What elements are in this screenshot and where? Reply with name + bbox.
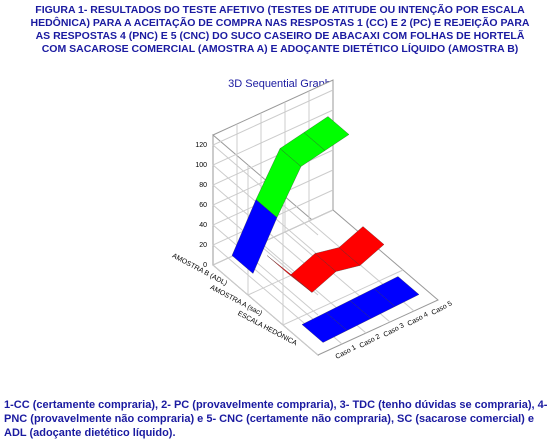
caption: 1-CC (certamente compraria), 2- PC (prov… bbox=[4, 399, 548, 439]
z-tick-label: 80 bbox=[199, 182, 207, 189]
grid-line bbox=[212, 109, 334, 256]
z-tick-label: 20 bbox=[199, 242, 207, 249]
x-tick-label: Caso 2 bbox=[359, 333, 382, 350]
chart-subtitle: 3D Sequential Graph bbox=[228, 78, 331, 90]
x-tick-label: Caso 1 bbox=[335, 344, 358, 361]
z-tick-label: 0 bbox=[203, 262, 207, 269]
chart-title: FIGURA 1- RESULTADOS DO TESTE AFETIVO (T… bbox=[30, 4, 530, 55]
ribbon-segment bbox=[303, 116, 350, 151]
x-tick-label: Caso 3 bbox=[383, 322, 406, 339]
z-tick-label: 60 bbox=[199, 202, 207, 209]
grid-line bbox=[212, 189, 334, 336]
x-tick-label: Caso 4 bbox=[407, 311, 430, 328]
z-tick-label: 40 bbox=[199, 222, 207, 229]
x-tick-label: Caso 5 bbox=[431, 300, 454, 317]
ribbon-segment bbox=[373, 276, 420, 307]
z-tick-label: 100 bbox=[195, 162, 207, 169]
grid-line bbox=[212, 169, 334, 316]
z-tick-label: 120 bbox=[195, 142, 207, 149]
ribbon-segment bbox=[338, 226, 385, 266]
grid-line bbox=[212, 209, 334, 356]
